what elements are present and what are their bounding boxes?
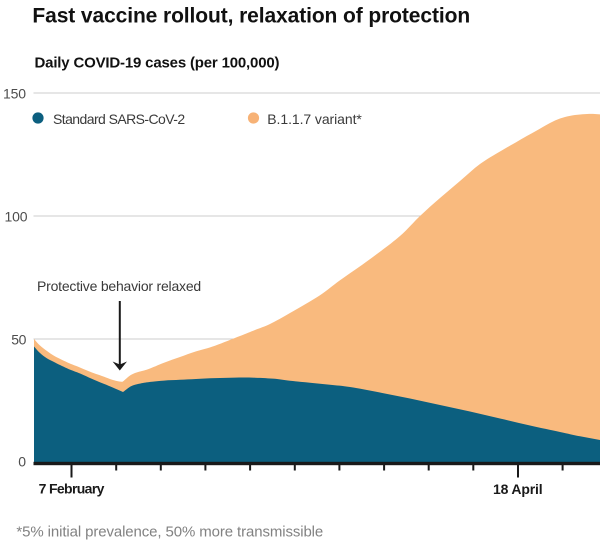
svg-text:Fast vaccine rollout, relaxati: Fast vaccine rollout, relaxation of prot… <box>32 4 470 27</box>
svg-text:Protective behavior relaxed: Protective behavior relaxed <box>37 278 201 294</box>
svg-text:18 April: 18 April <box>493 481 542 497</box>
svg-text:Standard SARS-CoV-2: Standard SARS-CoV-2 <box>53 111 185 127</box>
svg-text:Daily COVID-19 cases (per 100,: Daily COVID-19 cases (per 100,000) <box>35 54 280 71</box>
svg-text:0: 0 <box>18 454 26 470</box>
svg-text:7 February: 7 February <box>39 480 105 496</box>
svg-text:100: 100 <box>5 209 28 225</box>
svg-text:50: 50 <box>11 332 26 348</box>
svg-text:*5% initial prevalence, 50% mo: *5% initial prevalence, 50% more transmi… <box>16 523 323 540</box>
svg-text:B.1.1.7 variant*: B.1.1.7 variant* <box>267 111 362 127</box>
svg-text:150: 150 <box>3 86 26 102</box>
